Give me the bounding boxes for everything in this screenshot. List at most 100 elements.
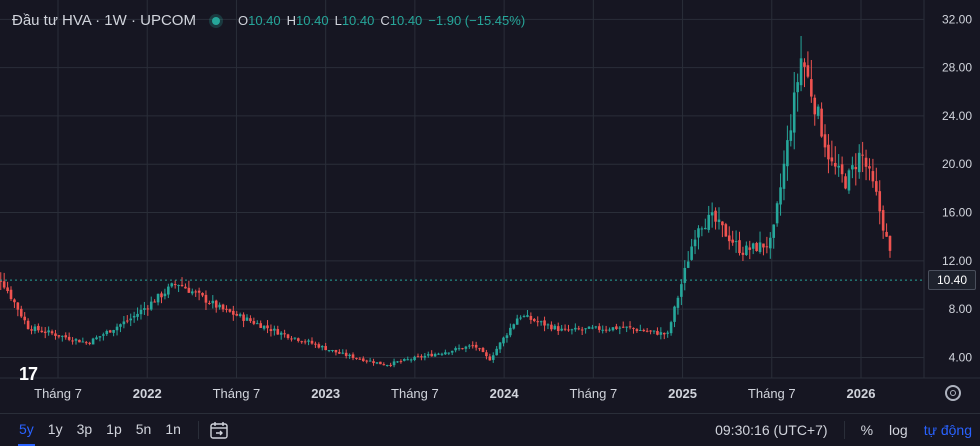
candle	[810, 59, 813, 103]
candle	[779, 173, 782, 216]
candle-body	[351, 354, 355, 359]
candle	[491, 352, 495, 363]
tradingview-logo[interactable]: 17	[19, 364, 38, 384]
candle-body	[837, 165, 840, 168]
candle-body	[587, 326, 591, 329]
range-5n[interactable]: 5n	[135, 421, 152, 437]
candle	[468, 344, 471, 349]
candle-body	[656, 330, 659, 335]
range-5y[interactable]: 5y	[12, 414, 41, 446]
x-tick-label: Tháng 7	[213, 386, 261, 401]
x-tick-label: 2022	[133, 386, 162, 401]
candle-body	[187, 287, 191, 293]
candle-body	[491, 355, 495, 360]
candle	[303, 339, 307, 345]
candle-body	[632, 327, 635, 329]
candle	[252, 317, 256, 326]
candle	[214, 299, 218, 313]
clock-time: 09:30:16 (UTC+7)	[715, 422, 828, 438]
candle-body	[628, 326, 632, 328]
market-status-dot	[211, 16, 220, 25]
candle-body	[314, 343, 317, 345]
y-tick-label: 8.00	[949, 302, 973, 316]
calendar-goto-icon[interactable]	[209, 420, 229, 440]
candle	[143, 301, 146, 316]
candle	[197, 287, 201, 301]
candle-body	[714, 210, 717, 222]
candle	[758, 231, 762, 254]
candle	[190, 288, 194, 296]
candle-body	[683, 267, 687, 283]
candle-body	[235, 313, 239, 316]
candle-body	[180, 284, 184, 286]
candle	[416, 353, 420, 358]
candle	[755, 241, 758, 252]
candle-body	[704, 227, 707, 230]
chart-header: Đầu tư HVA · 1W · UPCOM O10.40 H10.40 L1…	[12, 12, 525, 29]
candle-body	[594, 326, 598, 328]
candle	[276, 325, 280, 335]
range-1y[interactable]: 1y	[47, 421, 63, 437]
candle	[502, 336, 505, 347]
percent-toggle[interactable]: %	[860, 422, 874, 438]
candle	[526, 309, 529, 318]
candle	[488, 353, 492, 361]
candle-body	[481, 347, 485, 353]
candle	[594, 325, 598, 329]
candle	[221, 303, 225, 313]
settings-gear-icon[interactable]	[945, 385, 961, 401]
candle-body	[112, 330, 115, 333]
candle-body	[680, 284, 683, 297]
candle-body	[307, 340, 310, 342]
candle-body	[529, 316, 533, 320]
candle-body	[297, 338, 300, 341]
close-value: 10.40	[389, 13, 423, 28]
candle-body	[597, 326, 601, 330]
candle-body	[194, 291, 197, 293]
candle	[255, 320, 259, 325]
candle-body	[522, 315, 526, 317]
candle	[635, 328, 639, 333]
candle	[187, 280, 191, 294]
candle	[54, 329, 57, 340]
candle-body	[331, 350, 334, 352]
range-3p[interactable]: 3p	[76, 421, 93, 437]
x-tick-label: 2023	[311, 386, 340, 401]
candle	[673, 305, 676, 328]
candle	[16, 302, 20, 317]
candle	[108, 329, 112, 333]
candle	[40, 326, 44, 333]
candle	[102, 332, 105, 341]
price-chart[interactable]: 4.00 8.00 12.00 16.00 20.00 24.00 28.00 32.00 T…	[0, 0, 980, 413]
candle-body	[170, 283, 174, 287]
candle	[676, 295, 680, 315]
candle-body	[724, 224, 728, 237]
candle-body	[293, 337, 297, 339]
candle-body	[792, 92, 796, 133]
candle	[878, 180, 882, 225]
candle-body	[611, 327, 615, 331]
candle-body	[403, 359, 406, 361]
range-1n[interactable]: 1n	[165, 421, 181, 437]
x-axis-labels: Tháng 7 2022 Tháng 7 2023 Tháng 7 2024 Tháng 7…	[34, 386, 875, 401]
candle-body	[214, 300, 218, 308]
candle	[0, 272, 3, 291]
candle-body	[43, 331, 47, 333]
candle-body	[6, 287, 9, 292]
candle	[225, 305, 228, 313]
candle-body	[57, 335, 61, 337]
log-toggle[interactable]: log	[889, 422, 908, 438]
candle-body	[71, 340, 74, 342]
auto-scale-toggle[interactable]: tự động	[923, 422, 972, 438]
range-1p[interactable]: 1p	[106, 421, 122, 437]
candle	[505, 333, 509, 343]
candle	[536, 316, 540, 327]
x-tick-label: Tháng 7	[569, 386, 617, 401]
candle-body	[26, 320, 30, 330]
candle	[259, 320, 262, 328]
candle-body	[348, 354, 351, 357]
candle	[146, 305, 150, 316]
candle-body	[338, 352, 341, 354]
candle	[47, 326, 50, 336]
candle-body	[847, 170, 851, 191]
